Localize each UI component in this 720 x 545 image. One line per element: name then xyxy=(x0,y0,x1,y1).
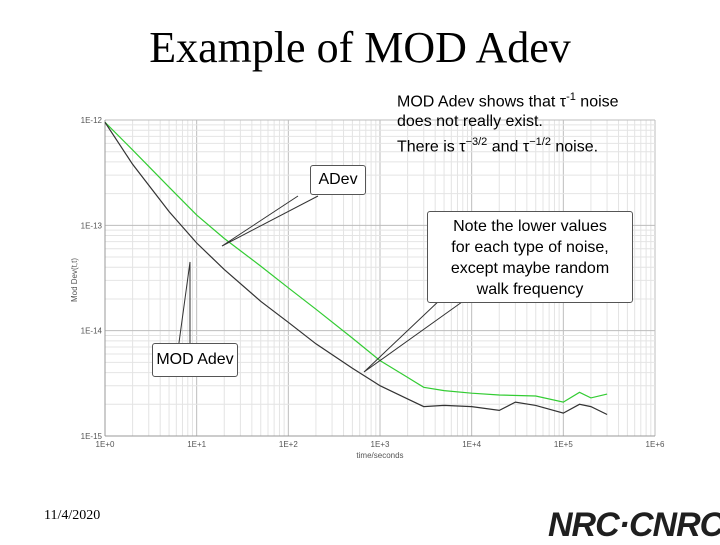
x-tick-label: 1E+6 xyxy=(646,440,665,449)
y-tick-label: 1E-14 xyxy=(81,327,103,336)
x-tick-label: 1E+4 xyxy=(462,440,481,449)
y-tick-label: 1E-12 xyxy=(81,116,103,125)
callout-note-line-3: except maybe random xyxy=(450,260,610,277)
pointer-modadev-a xyxy=(177,261,191,351)
callout-mod-adev: MOD Adev xyxy=(152,343,238,377)
annotation-line-2: does not really exist. xyxy=(397,113,543,131)
series-mod-adev-line xyxy=(104,121,608,416)
x-tick-label: 1E+2 xyxy=(279,440,298,449)
x-tick-label: 1E+5 xyxy=(554,440,573,449)
annotation-line-1: MOD Adev shows that τ-1 noise xyxy=(397,91,619,111)
chart-grid xyxy=(104,119,656,437)
callout-note-line-2: for each type of noise, xyxy=(451,239,609,256)
annotation-text: MOD Adev shows that τ-1 noise does not r… xyxy=(397,87,619,158)
series-adev-line xyxy=(104,121,608,403)
x-tick-label: 1E+1 xyxy=(187,440,206,449)
pointer-adev xyxy=(221,195,319,247)
callout-note-line-4: walk frequency xyxy=(476,281,584,298)
y-axis-label: Mod Dev(t,t) xyxy=(70,258,79,302)
callout-note-line-1: Note the lower values xyxy=(453,218,607,235)
slide-date: 11/4/2020 xyxy=(44,508,101,523)
x-tick-label: 1E+3 xyxy=(371,440,390,449)
x-tick-label: 1E+0 xyxy=(96,440,115,449)
chart-tick-labels: 1E+0 1E+1 1E+2 1E+3 1E+4 1E+5 1E+6 1E-12 1E-13 1E… xyxy=(81,116,665,449)
callout-adev: ADev xyxy=(310,165,366,195)
chart-series xyxy=(104,121,608,416)
y-tick-label: 1E-15 xyxy=(81,432,103,441)
slide-title: Example of MOD Adev xyxy=(149,23,571,72)
x-axis-label: time/seconds xyxy=(356,451,403,460)
y-tick-label: 1E-13 xyxy=(81,221,103,230)
callout-note: Note the lower values for each type of n… xyxy=(427,211,633,303)
callout-pointers xyxy=(177,195,463,373)
pointer-note xyxy=(363,297,463,373)
nrc-cnrc-logo: NRC·CNRC xyxy=(548,506,720,544)
annotation-line-3: There is τ−3/2 and τ−1/2 noise. xyxy=(397,136,599,156)
